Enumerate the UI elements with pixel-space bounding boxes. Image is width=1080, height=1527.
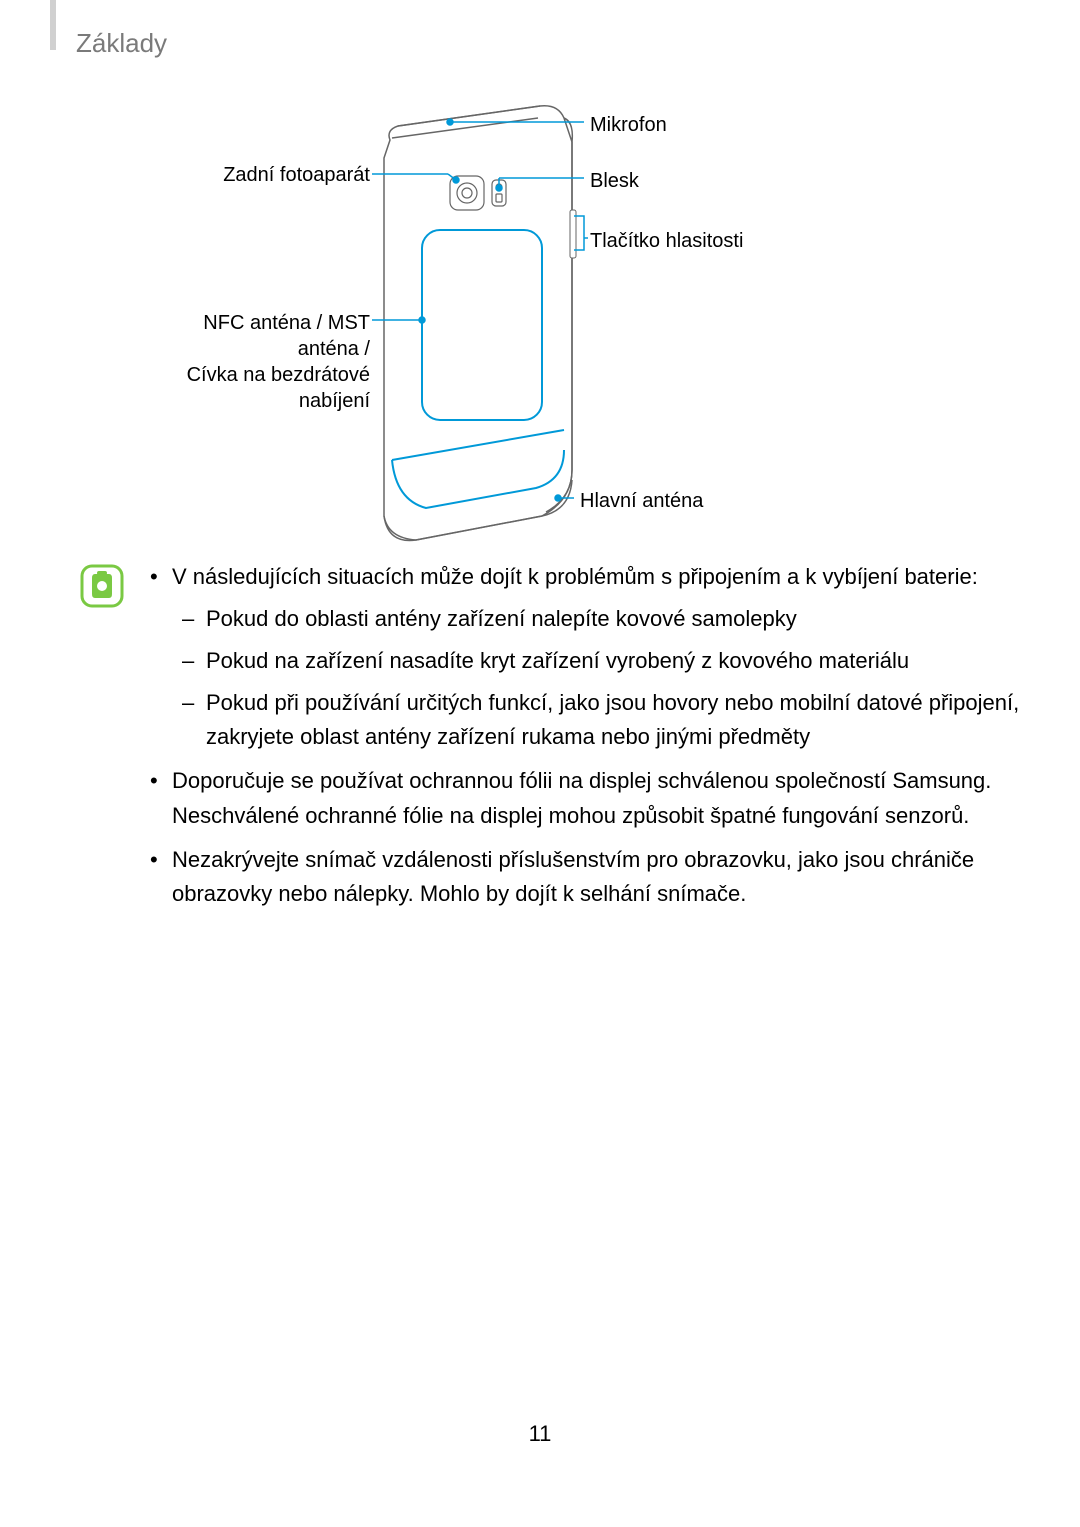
note-bullet-0: V následujících situacích může dojít k p…: [142, 560, 1020, 754]
note-sub-0-0: Pokud do oblasti antény zařízení nalepít…: [172, 602, 1020, 636]
note-content: V následujících situacích může dojít k p…: [142, 560, 1020, 921]
note-bullet-0-text: V následujících situacích může dojít k p…: [172, 564, 978, 589]
label-microphone: Mikrofon: [590, 112, 667, 138]
label-main-antenna: Hlavní anténa: [580, 488, 703, 514]
label-volume-button: Tlačítko hlasitosti: [590, 228, 743, 254]
page-title: Základy: [76, 28, 167, 59]
page-number: 11: [0, 1421, 1080, 1447]
label-flash: Blesk: [590, 168, 639, 194]
label-nfc-antenna: NFC anténa / MST anténa / Cívka na bezdr…: [140, 310, 370, 414]
note-block: V následujících situacích může dojít k p…: [80, 560, 1020, 921]
note-sub-0-1: Pokud na zařízení nasadíte kryt zařízení…: [172, 644, 1020, 678]
note-bullet-2: Nezakrývejte snímač vzdálenosti přísluše…: [142, 843, 1020, 911]
device-diagram: Zadní fotoaparát NFC anténa / MST anténa…: [140, 100, 940, 560]
note-bullet-1: Doporučuje se používat ochrannou fólii n…: [142, 764, 1020, 832]
page-header: Základy: [50, 0, 167, 59]
label-rear-camera: Zadní fotoaparát: [223, 162, 370, 188]
header-tab: [50, 0, 56, 50]
note-icon: [80, 564, 124, 608]
note-sub-0-2: Pokud při používání určitých funkcí, jak…: [172, 686, 1020, 754]
